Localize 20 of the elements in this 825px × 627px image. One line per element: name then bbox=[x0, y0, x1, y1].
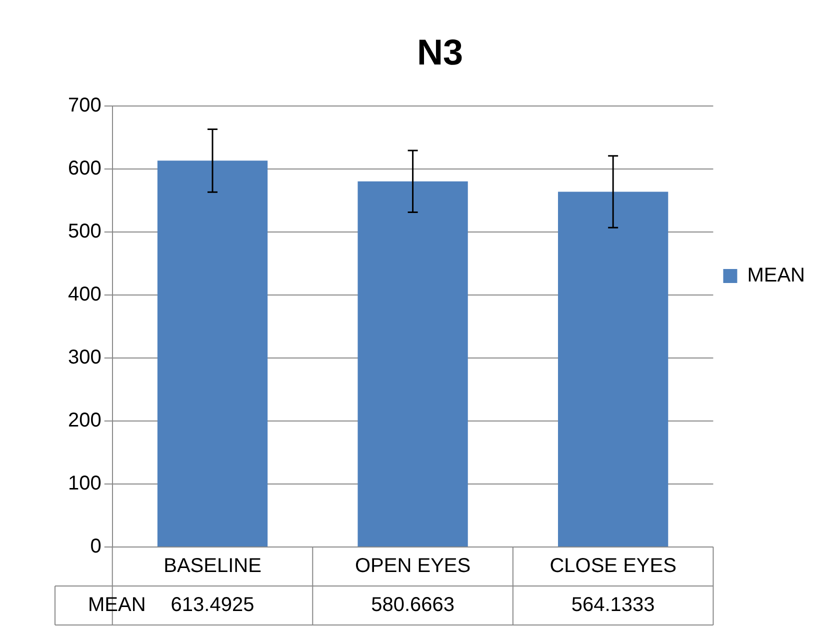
x-tick-label: CLOSE EYES bbox=[550, 555, 676, 578]
bar bbox=[157, 160, 268, 546]
table-row-header: MEAN bbox=[88, 594, 146, 616]
y-tick-label: 300 bbox=[68, 346, 102, 369]
chart-title: N3 bbox=[416, 32, 464, 73]
x-tick-label: BASELINE bbox=[164, 555, 262, 578]
y-tick-label: 600 bbox=[68, 158, 102, 180]
legend-label: MEAN bbox=[747, 264, 806, 287]
y-tick-label: 500 bbox=[68, 220, 102, 243]
data-label: 613.4925 bbox=[170, 594, 254, 616]
data-label: 564.1333 bbox=[571, 594, 655, 616]
x-tick-label: OPEN EYES bbox=[354, 555, 471, 578]
data-label: 580.6663 bbox=[371, 594, 455, 616]
y-tick-label: 200 bbox=[68, 410, 102, 432]
y-tick-label: 400 bbox=[68, 284, 102, 306]
y-tick-label: 0 bbox=[90, 536, 102, 558]
y-tick-label: 700 bbox=[68, 94, 102, 117]
y-tick-label: 100 bbox=[68, 472, 102, 495]
bar bbox=[558, 192, 668, 546]
bar bbox=[358, 181, 468, 546]
